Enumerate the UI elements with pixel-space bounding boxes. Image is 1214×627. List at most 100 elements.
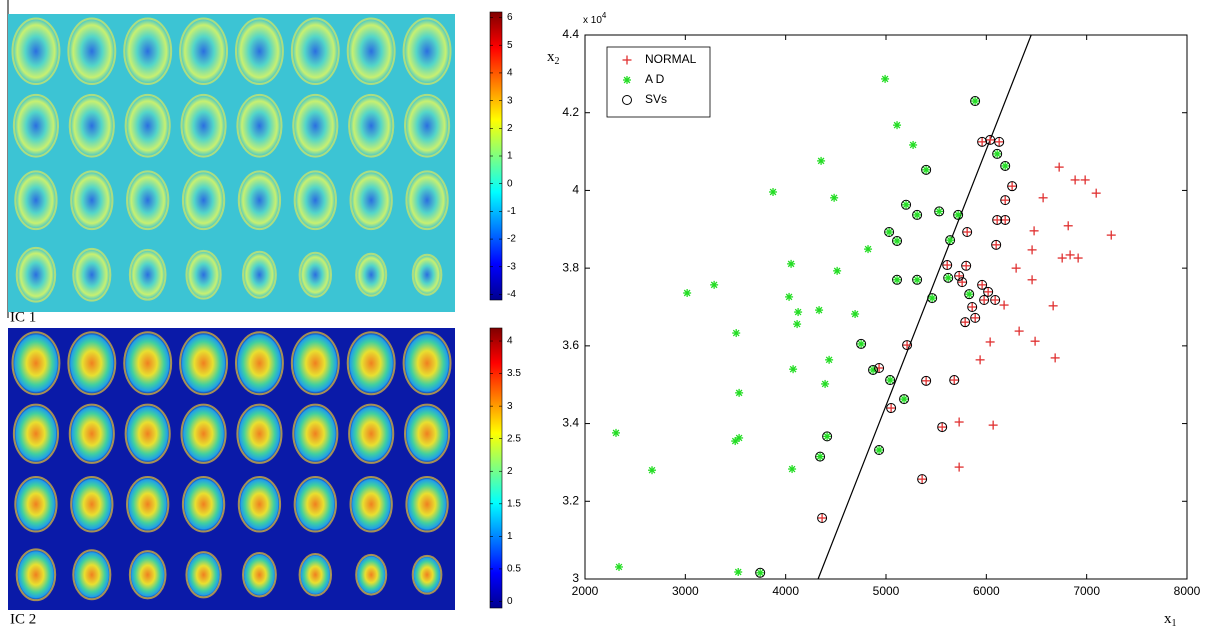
point (999, 300, 1009, 310)
point (988, 420, 998, 430)
marker-stroke (992, 214, 1003, 225)
point (1027, 275, 1037, 285)
point (833, 266, 842, 275)
point (893, 121, 902, 130)
marker-stroke (991, 239, 1002, 250)
point (975, 355, 985, 365)
point (886, 403, 897, 414)
point (922, 165, 931, 174)
point (1027, 245, 1037, 255)
marker-stroke (1007, 181, 1018, 192)
colorbar-tick-label: 0.5 (507, 564, 521, 575)
point (1030, 336, 1040, 346)
point (960, 317, 971, 328)
point (949, 375, 960, 386)
marker-stroke (970, 312, 981, 323)
marker-stroke (815, 451, 826, 462)
marker-stroke (949, 375, 960, 386)
point (961, 261, 971, 271)
marker-stroke (612, 429, 620, 437)
colorbar-tick-label: 4 (507, 336, 513, 347)
point (648, 466, 657, 475)
point (868, 364, 879, 375)
brain-slice (128, 550, 167, 600)
point (937, 422, 948, 433)
marker-stroke (1000, 195, 1011, 206)
marker-stroke (979, 295, 990, 306)
marker-stroke (954, 270, 965, 281)
point (1014, 326, 1024, 336)
marker-stroke (732, 329, 740, 337)
y-tick-label: 3.8 (562, 260, 579, 274)
point (756, 568, 765, 577)
marker-stroke (615, 563, 623, 571)
marker-stroke (977, 279, 988, 290)
point (821, 379, 830, 388)
colorbar-tick-label: 0 (507, 178, 513, 189)
point (983, 286, 994, 297)
marker-stroke (734, 568, 742, 576)
point (823, 432, 832, 441)
marker-stroke (893, 121, 901, 129)
point (942, 260, 953, 271)
marker-stroke (623, 76, 631, 84)
point (1000, 214, 1011, 225)
point (913, 275, 922, 284)
point (964, 289, 975, 300)
marker-stroke (885, 228, 893, 236)
point (927, 293, 938, 304)
text-part: 4 (602, 11, 607, 20)
brain-slice (14, 170, 58, 231)
brain-slice (124, 403, 171, 464)
brain-slice (180, 403, 227, 464)
point (1000, 195, 1011, 206)
marker-stroke (921, 375, 932, 386)
point (825, 355, 834, 364)
brain-slice (234, 17, 284, 86)
point (1007, 181, 1017, 191)
point (928, 294, 937, 303)
x-tick-label: 8000 (1174, 584, 1201, 598)
marker-stroke (881, 75, 889, 83)
point (934, 206, 945, 217)
marker-stroke (964, 289, 975, 300)
brain-slice (405, 475, 449, 533)
text-part: x (547, 49, 555, 65)
colorbar-tick-label: 2.5 (507, 433, 521, 444)
marker-stroke (793, 320, 801, 328)
brain-slice (179, 17, 229, 86)
point (885, 228, 894, 237)
brain-slice (123, 17, 173, 86)
colorbar-tick-label: 0 (507, 596, 513, 607)
marker-stroke (928, 294, 936, 302)
point (1050, 353, 1060, 363)
brain-slice (181, 475, 226, 533)
legend-label: SVs (645, 92, 667, 106)
y-tick-label: 4.2 (562, 105, 579, 119)
x-tick-label: 2000 (572, 584, 599, 598)
marker-stroke (912, 209, 923, 220)
brain-slice (237, 170, 282, 231)
brain-slice (237, 475, 282, 533)
point (769, 187, 778, 196)
point (615, 562, 624, 571)
colorbar-tick-label: 3 (507, 95, 513, 106)
brain-slice (355, 553, 388, 596)
point (902, 200, 911, 209)
point (945, 235, 956, 246)
point (787, 259, 796, 268)
brain-slice (68, 403, 115, 464)
point (949, 375, 959, 385)
brain-slice (72, 247, 112, 302)
brain-slice (236, 93, 283, 158)
y-multiplier: x 104 (583, 11, 607, 26)
marker-stroke (825, 356, 833, 364)
marker-stroke (892, 235, 903, 246)
marker-stroke (990, 295, 1001, 306)
marker-stroke (885, 375, 896, 386)
point (869, 365, 878, 374)
point (1000, 195, 1010, 205)
marker-stroke (875, 446, 883, 454)
point (884, 227, 895, 238)
point (1011, 263, 1021, 273)
